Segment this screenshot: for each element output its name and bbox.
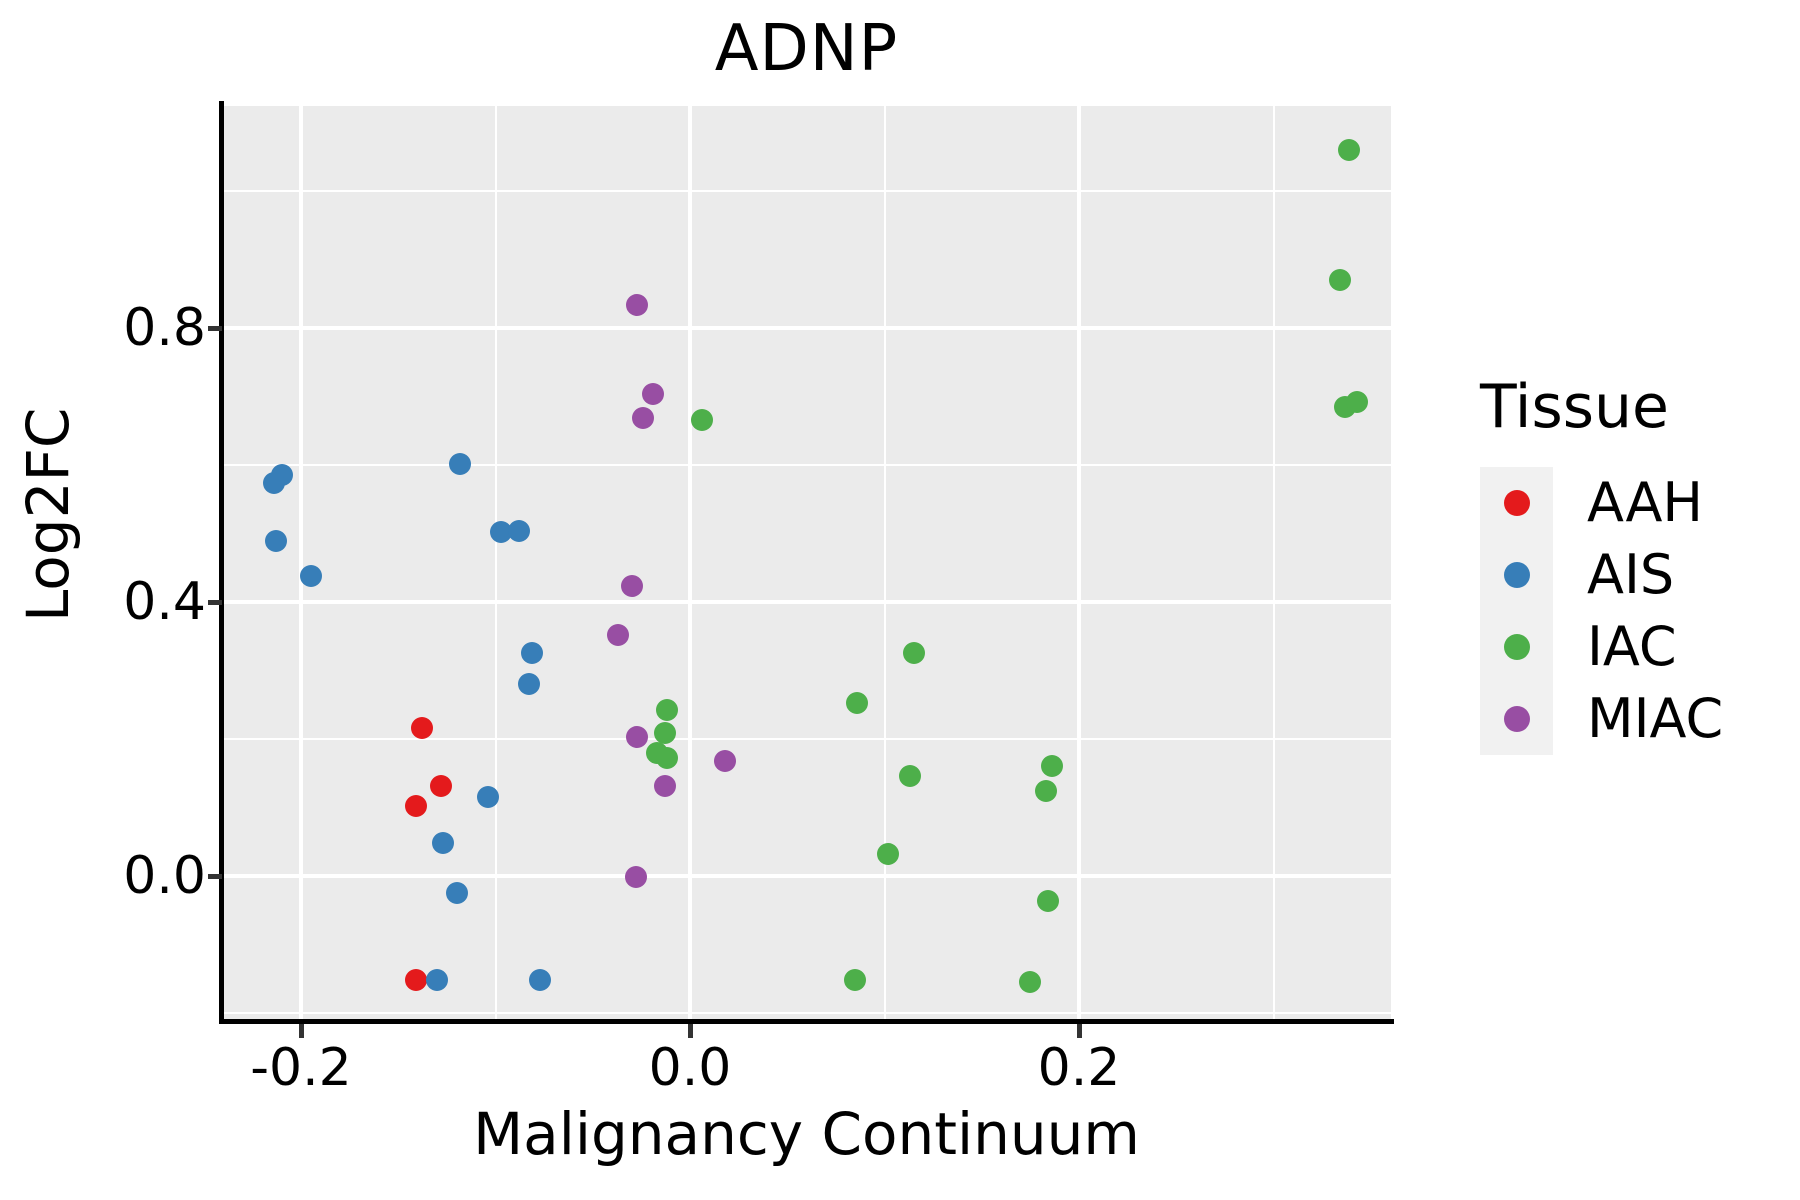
data-point-ais	[517, 673, 540, 696]
x-minor-gridline	[1272, 106, 1275, 1019]
data-point-miac	[714, 749, 736, 772]
data-point-iac	[1328, 269, 1351, 292]
data-point-aah	[404, 795, 427, 818]
legend-key-iac	[1480, 611, 1553, 683]
x-tick-mark	[1076, 1024, 1082, 1038]
y-tick-mark	[208, 873, 222, 879]
legend-title: Tissue	[1480, 372, 1669, 442]
legend-label-iac: IAC	[1587, 615, 1677, 678]
legend-key-aah	[1480, 467, 1553, 539]
data-point-aah	[430, 775, 453, 798]
data-point-miac	[642, 383, 665, 406]
data-point-miac	[620, 575, 643, 598]
x-tick-mark	[298, 1024, 304, 1038]
y-tick-mark	[208, 599, 222, 605]
y-minor-gridline	[222, 464, 1391, 466]
data-point-ais	[490, 521, 513, 544]
data-point-ais	[529, 969, 552, 992]
data-point-iac	[1036, 889, 1059, 912]
data-point-miac	[624, 865, 647, 888]
data-point-iac	[655, 747, 678, 770]
legend-label-aah: AAH	[1587, 471, 1703, 534]
data-point-iac	[1338, 138, 1361, 161]
x-major-gridline	[688, 106, 692, 1019]
y-minor-gridline	[222, 1012, 1391, 1014]
y-tick-label: 0.0	[123, 846, 206, 906]
legend-swatch-aah-icon	[1504, 490, 1530, 516]
data-point-ais	[426, 969, 449, 992]
x-axis-title: Malignancy Continuum	[473, 1100, 1140, 1168]
data-point-miac	[626, 725, 649, 748]
x-tick-label: 0.0	[648, 1038, 732, 1098]
data-point-iac	[1034, 780, 1057, 803]
y-axis-line	[219, 101, 224, 1022]
data-point-iac	[1040, 754, 1063, 777]
y-major-gridline	[222, 874, 1391, 878]
x-tick-label: 0.2	[1037, 1038, 1121, 1098]
plot-panel	[222, 106, 1391, 1019]
data-point-ais	[449, 453, 472, 476]
y-tick-label: 0.4	[123, 572, 206, 632]
data-point-iac	[898, 764, 921, 787]
y-major-gridline	[222, 600, 1391, 604]
chart-title: ADNP	[714, 12, 899, 86]
data-point-ais	[521, 641, 544, 664]
x-axis-line	[219, 1019, 1394, 1024]
data-point-ais	[264, 530, 287, 553]
data-point-iac	[844, 969, 867, 992]
data-point-miac	[626, 293, 649, 316]
data-point-ais	[262, 472, 285, 495]
data-point-iac	[846, 691, 869, 714]
data-point-iac	[655, 699, 678, 722]
data-point-iac	[877, 843, 900, 866]
y-tick-label: 0.8	[123, 298, 206, 358]
x-major-gridline	[299, 106, 303, 1019]
y-tick-mark	[208, 325, 222, 331]
data-point-ais	[445, 882, 468, 905]
data-point-aah	[410, 717, 433, 740]
legend-label-ais: AIS	[1587, 543, 1675, 606]
data-point-miac	[607, 623, 630, 646]
data-point-iac	[1019, 971, 1042, 994]
data-point-ais	[476, 786, 499, 809]
x-minor-gridline	[883, 106, 886, 1019]
data-point-ais	[299, 564, 322, 587]
data-point-miac	[632, 407, 655, 430]
legend-key-miac	[1480, 683, 1553, 755]
legend-key-ais	[1480, 539, 1553, 611]
data-point-aah	[404, 969, 427, 992]
x-major-gridline	[1077, 106, 1081, 1019]
data-point-iac	[1346, 390, 1369, 413]
data-point-iac	[690, 408, 713, 431]
data-point-ais	[431, 832, 454, 855]
legend-label-miac: MIAC	[1587, 687, 1724, 750]
legend-swatch-miac-icon	[1504, 706, 1530, 732]
legend-swatch-iac-icon	[1504, 634, 1530, 660]
y-minor-gridline	[222, 738, 1391, 740]
data-point-iac	[902, 641, 925, 664]
data-point-miac	[653, 775, 676, 798]
data-point-iac	[653, 721, 676, 744]
y-minor-gridline	[222, 190, 1391, 192]
y-major-gridline	[222, 326, 1391, 330]
legend-swatch-ais-icon	[1504, 562, 1530, 588]
x-minor-gridline	[494, 106, 497, 1019]
x-tick-mark	[687, 1024, 693, 1038]
x-tick-label: -0.2	[250, 1038, 352, 1098]
data-point-ais	[507, 520, 530, 543]
